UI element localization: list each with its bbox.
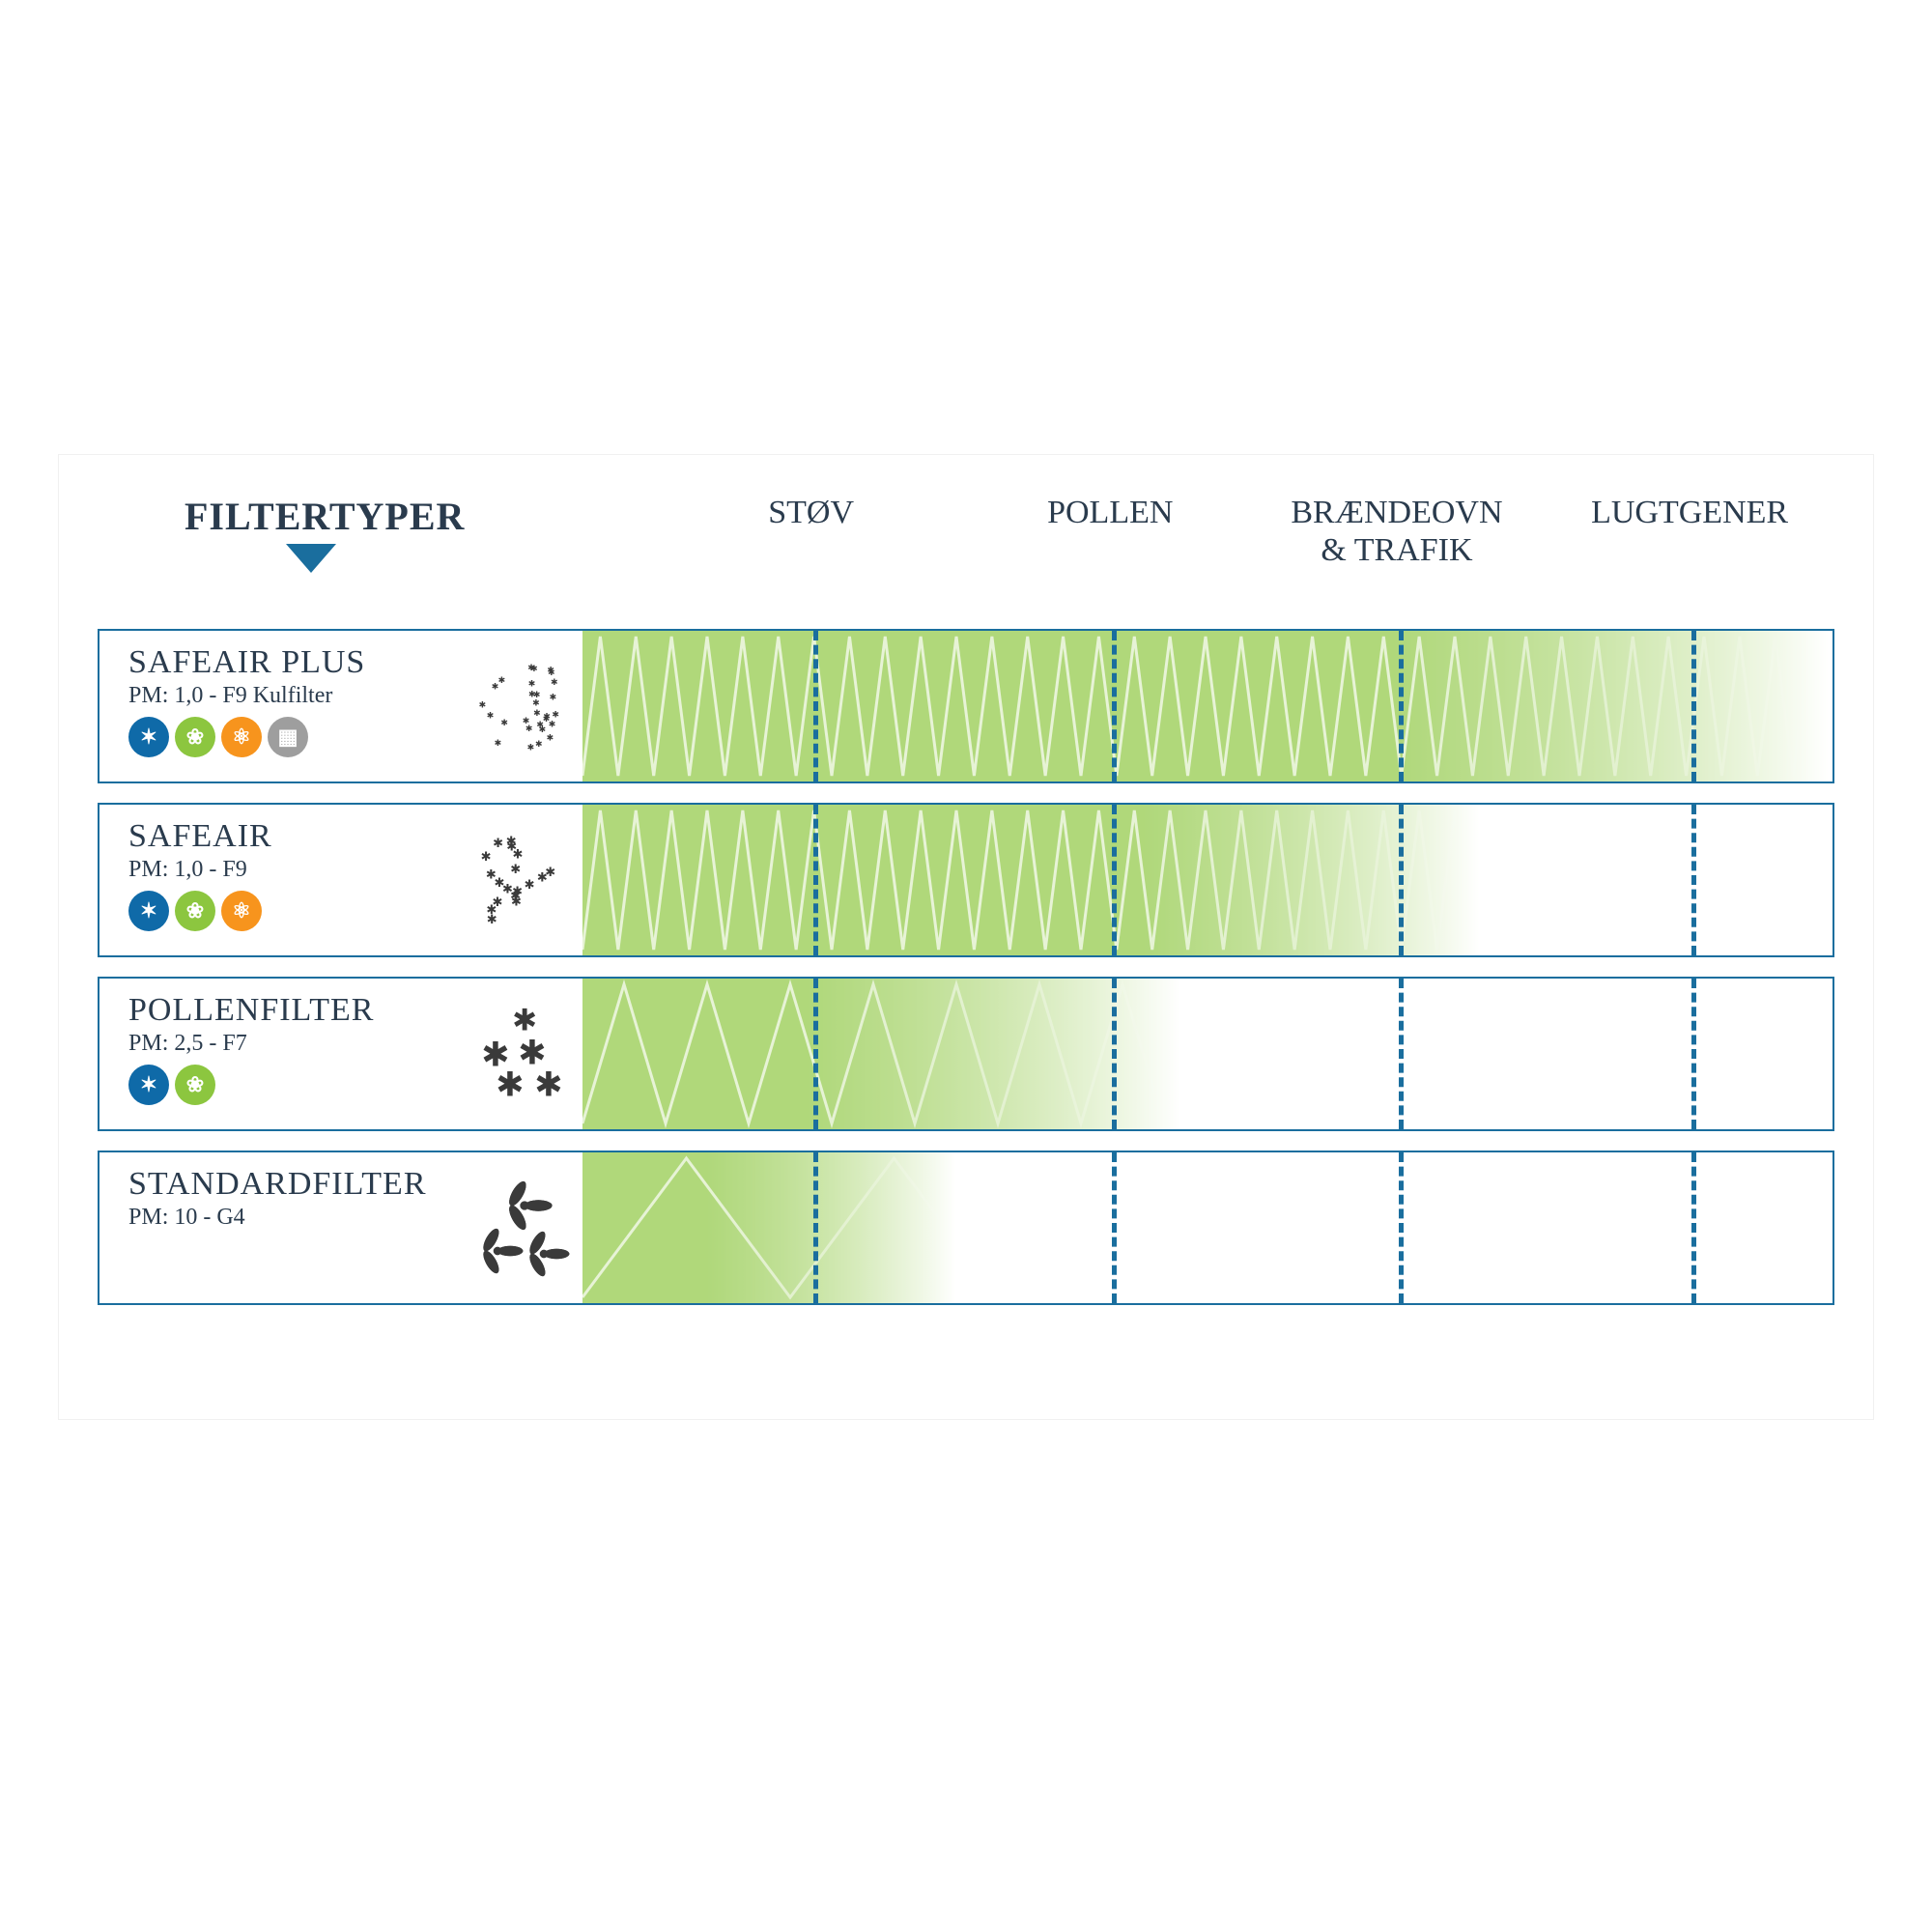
svg-text:✱: ✱ xyxy=(535,739,542,749)
svg-text:✱: ✱ xyxy=(523,716,529,725)
dash-line-pollen xyxy=(1112,631,1117,781)
column-header-stov: STØV xyxy=(768,494,854,531)
bar-area xyxy=(582,631,1833,781)
svg-text:✱: ✱ xyxy=(543,714,550,724)
svg-text:✱: ✱ xyxy=(512,1005,537,1037)
column-header-pollen: POLLEN xyxy=(1047,494,1173,531)
dash-line-braendeovn xyxy=(1399,631,1404,781)
dash-line-lugtgener xyxy=(1691,979,1696,1129)
bacteria-icon: ✶ xyxy=(128,717,169,757)
bar-area xyxy=(582,979,1833,1129)
svg-text:✱: ✱ xyxy=(487,710,494,720)
particle-icon: ✱✱✱✱✱ xyxy=(457,998,573,1114)
bar-fill xyxy=(582,1152,1829,1303)
svg-text:✱: ✱ xyxy=(486,902,497,917)
svg-text:✱: ✱ xyxy=(500,718,507,727)
row-label: SAFEAIR PLUSPM: 1,0 - F9 Kulfilter✶❀⚛▦✱✱… xyxy=(99,631,582,781)
bacteria-icon: ✶ xyxy=(128,1065,169,1105)
dash-line-stov xyxy=(813,805,818,955)
svg-text:✱: ✱ xyxy=(498,675,505,685)
header-row: FILTERTYPER STØV POLLEN BRÆNDEOVN& TRAFIK L… xyxy=(98,494,1834,610)
filter-row-pollenfilter: POLLENFILTERPM: 2,5 - F7✶❀✱✱✱✱✱ xyxy=(98,977,1834,1131)
bacteria-icon: ✶ xyxy=(128,891,169,931)
svg-text:✱: ✱ xyxy=(493,836,503,850)
bar-area xyxy=(582,1152,1833,1303)
row-label: SAFEAIRPM: 1,0 - F9✶❀⚛✱✱✱✱✱✱✱✱✱✱✱✱✱✱✱✱✱✱ xyxy=(99,805,582,955)
rows-container: SAFEAIR PLUSPM: 1,0 - F9 Kulfilter✶❀⚛▦✱✱… xyxy=(98,629,1834,1305)
dash-line-stov xyxy=(813,979,818,1129)
svg-text:✱: ✱ xyxy=(551,677,557,687)
svg-text:✱: ✱ xyxy=(496,1065,524,1103)
dash-line-pollen xyxy=(1112,805,1117,955)
svg-text:✱: ✱ xyxy=(528,678,535,688)
dash-line-braendeovn xyxy=(1399,1152,1404,1303)
dash-line-braendeovn xyxy=(1399,805,1404,955)
arrow-down-icon xyxy=(286,544,336,573)
dash-line-stov xyxy=(813,1152,818,1303)
stove-icon: ▦ xyxy=(268,717,308,757)
svg-text:✱: ✱ xyxy=(494,875,504,890)
svg-text:✱: ✱ xyxy=(495,738,501,748)
molecule-icon: ⚛ xyxy=(221,717,262,757)
particle-icon: ✱✱✱✱✱✱✱✱✱✱✱✱✱✱✱✱✱✱✱✱✱✱✱✱✱✱✱✱ xyxy=(457,650,573,766)
dash-line-lugtgener xyxy=(1691,1152,1696,1303)
svg-text:✱: ✱ xyxy=(533,708,540,718)
svg-text:✱: ✱ xyxy=(527,663,534,672)
svg-text:✱: ✱ xyxy=(532,697,539,707)
dash-line-lugtgener xyxy=(1691,805,1696,955)
svg-text:✱: ✱ xyxy=(512,884,523,898)
svg-text:✱: ✱ xyxy=(552,710,558,720)
filtertype-header: FILTERTYPER xyxy=(185,494,465,539)
pollen-icon: ❀ xyxy=(175,1065,215,1105)
particle-icon: ✱✱✱✱✱✱✱✱✱✱✱✱✱✱✱✱✱✱ xyxy=(457,824,573,940)
svg-text:✱: ✱ xyxy=(527,743,534,753)
svg-text:✱: ✱ xyxy=(525,877,535,892)
chart-panel: FILTERTYPER STØV POLLEN BRÆNDEOVN& TRAFIK L… xyxy=(58,454,1874,1420)
svg-text:✱: ✱ xyxy=(550,693,556,702)
column-header-lugtgener: LUGTGENER xyxy=(1591,494,1788,531)
dash-line-pollen xyxy=(1112,979,1117,1129)
particle-icon xyxy=(457,1172,573,1288)
svg-text:✱: ✱ xyxy=(548,668,554,677)
dash-line-lugtgener xyxy=(1691,631,1696,781)
filter-row-safeair_plus: SAFEAIR PLUSPM: 1,0 - F9 Kulfilter✶❀⚛▦✱✱… xyxy=(98,629,1834,783)
svg-text:✱: ✱ xyxy=(534,1065,562,1103)
bar-fill xyxy=(582,805,1829,955)
svg-text:✱: ✱ xyxy=(545,865,555,879)
filter-row-standardfilter: STANDARDFILTERPM: 10 - G4 xyxy=(98,1151,1834,1305)
svg-text:✱: ✱ xyxy=(547,732,554,742)
dash-line-stov xyxy=(813,631,818,781)
pollen-icon: ❀ xyxy=(175,717,215,757)
bar-fill xyxy=(582,979,1829,1129)
canvas: FILTERTYPER STØV POLLEN BRÆNDEOVN& TRAFIK L… xyxy=(0,0,1932,1932)
svg-text:✱: ✱ xyxy=(481,849,492,864)
dash-line-braendeovn xyxy=(1399,979,1404,1129)
svg-text:✱: ✱ xyxy=(533,690,540,699)
bar-fill xyxy=(582,631,1829,781)
row-label: STANDARDFILTERPM: 10 - G4 xyxy=(99,1152,582,1303)
svg-text:✱: ✱ xyxy=(479,700,486,710)
dash-line-pollen xyxy=(1112,1152,1117,1303)
filter-row-safeair: SAFEAIRPM: 1,0 - F9✶❀⚛✱✱✱✱✱✱✱✱✱✱✱✱✱✱✱✱✱✱ xyxy=(98,803,1834,957)
pollen-icon: ❀ xyxy=(175,891,215,931)
column-header-braendeovn: BRÆNDEOVN& TRAFIK xyxy=(1291,494,1502,569)
svg-text:✱: ✱ xyxy=(510,862,521,876)
svg-text:✱: ✱ xyxy=(512,846,523,861)
bar-area xyxy=(582,805,1833,955)
molecule-icon: ⚛ xyxy=(221,891,262,931)
row-label: POLLENFILTERPM: 2,5 - F7✶❀✱✱✱✱✱ xyxy=(99,979,582,1129)
